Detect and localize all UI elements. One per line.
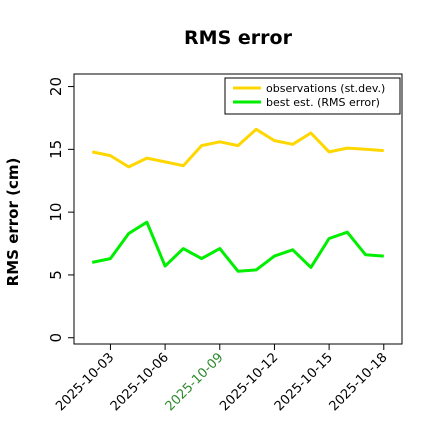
series-layer <box>91 127 384 273</box>
legend: observations (st.dev.) best est. (RMS er… <box>224 77 401 115</box>
y-tick-label: 5 <box>47 270 65 280</box>
y-tick-label: 20 <box>47 77 65 96</box>
y-tick-label: 15 <box>47 140 65 159</box>
legend-label-observations: observations (st.dev.) <box>266 82 385 95</box>
series-line-observations <box>91 127 384 169</box>
x-tick-label: 2025-10-18 <box>327 350 391 414</box>
x-axis: 2025-10-032025-10-062025-10-092025-10-12… <box>53 344 391 414</box>
y-tick-label: 0 <box>47 333 65 343</box>
y-tick-label: 10 <box>47 203 65 222</box>
series-line-best-estimate <box>91 220 384 273</box>
legend-box <box>224 77 401 115</box>
chart-title: RMS error <box>184 27 293 49</box>
legend-label-best-estimate: best est. (RMS error) <box>266 96 380 109</box>
y-axis: 0 5 10 15 20 <box>47 77 74 342</box>
plot-frame <box>73 73 403 345</box>
y-axis-label: RMS error (cm) <box>4 158 22 287</box>
